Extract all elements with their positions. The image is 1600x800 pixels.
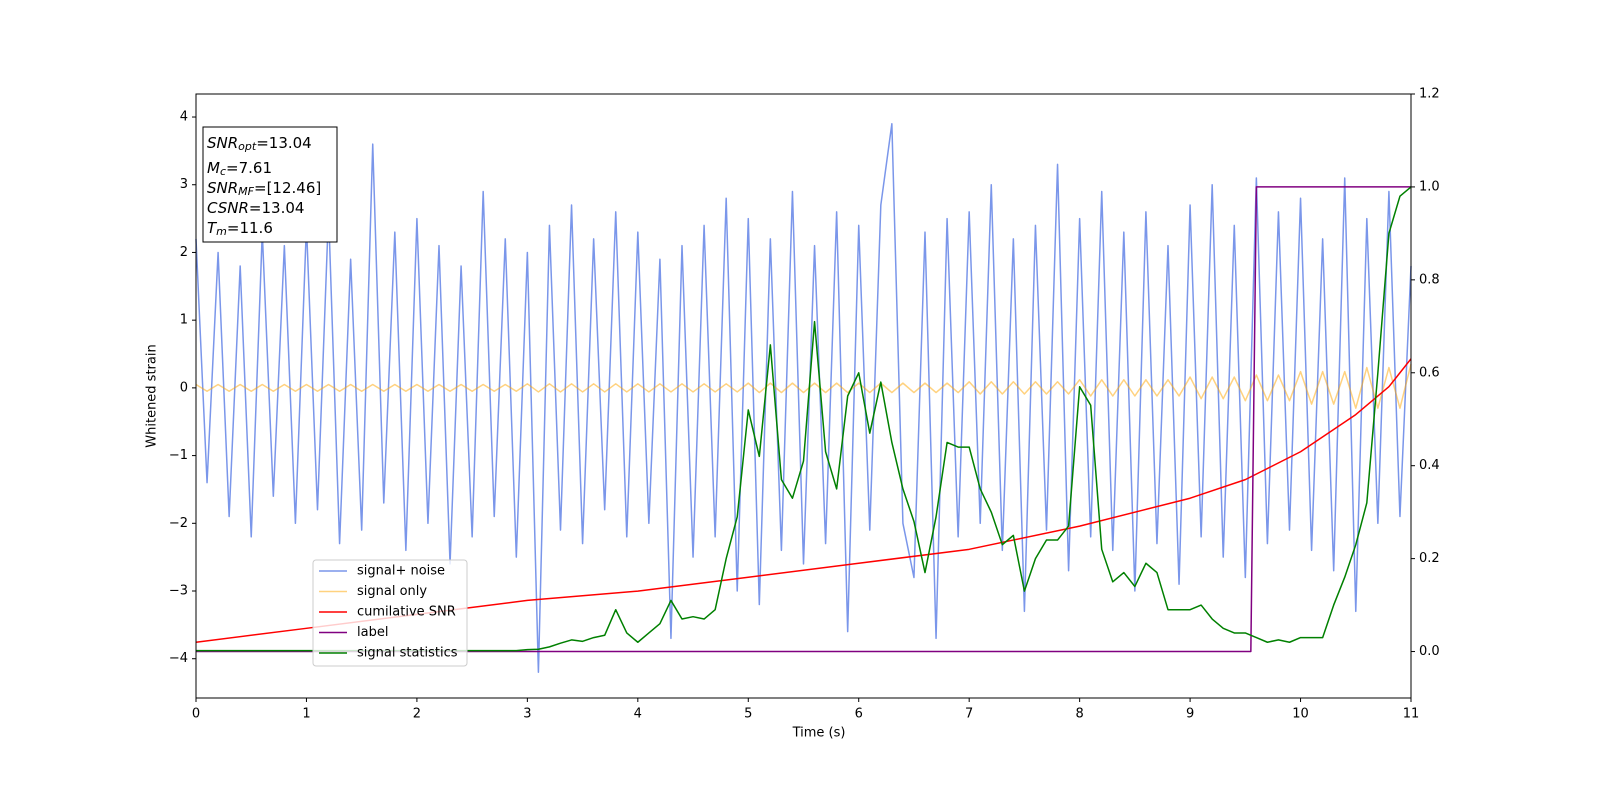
- x-tick-label: 1: [302, 707, 310, 722]
- info-line: CSNR=13.04: [207, 199, 304, 217]
- y-tick-label: 0: [180, 380, 188, 395]
- info-variable: CSNR: [207, 199, 249, 217]
- info-line: SNRMF=[12.46]: [207, 179, 321, 199]
- y2-tick-label: 0.2: [1419, 551, 1440, 566]
- x-tick-label: 8: [1075, 707, 1083, 722]
- info-line: Tm=11.6: [207, 219, 273, 239]
- legend-label: signal statistics: [357, 646, 458, 661]
- y-tick-label: 4: [180, 110, 188, 125]
- x-tick-label: 3: [523, 707, 531, 722]
- x-tick-label: 7: [965, 707, 973, 722]
- info-value: =7.61: [226, 159, 272, 177]
- plot-frame: [195, 93, 1412, 699]
- y2-tick-label: 0.4: [1419, 458, 1440, 473]
- legend-label: label: [357, 625, 388, 640]
- y-tick-label: 2: [180, 245, 188, 260]
- series-line: [195, 123, 1412, 674]
- y2-tick-label: 1.2: [1419, 87, 1440, 102]
- info-value: =[12.46]: [254, 179, 321, 197]
- info-subscript: MF: [238, 185, 254, 198]
- info-subscript: c: [220, 165, 226, 178]
- y2-tick-label: 0.6: [1419, 365, 1440, 380]
- y2-tick-label: 0.8: [1419, 272, 1440, 287]
- info-subscript: m: [216, 225, 227, 238]
- y-tick-label: −1: [169, 448, 188, 463]
- series-line: [196, 186, 1411, 653]
- legend-label: signal+ noise: [357, 564, 445, 579]
- y-tick-label: −4: [169, 651, 188, 666]
- x-tick-label: 5: [744, 707, 752, 722]
- info-box: [202, 126, 338, 243]
- x-tick-label: 10: [1292, 707, 1309, 722]
- series-line: [195, 363, 1412, 409]
- info-line: SNRopt=13.04: [207, 134, 312, 154]
- info-variable: SNR: [207, 134, 238, 152]
- y-tick-label: −2: [169, 516, 188, 531]
- x-axis-label: Time (s): [792, 726, 846, 741]
- info-variable: M: [207, 159, 220, 177]
- y2-tick-label: 0.0: [1419, 644, 1440, 659]
- x-tick-label: 9: [1186, 707, 1194, 722]
- x-tick-label: 4: [634, 707, 642, 722]
- legend-label: signal only: [357, 584, 427, 599]
- x-tick-label: 11: [1403, 707, 1420, 722]
- y-tick-label: 3: [180, 177, 188, 192]
- y-tick-label: 1: [180, 313, 188, 328]
- info-variable: SNR: [207, 179, 238, 197]
- info-variable: T: [207, 219, 218, 237]
- info-value: =13.04: [256, 134, 312, 152]
- info-line: Mc=7.61: [207, 159, 272, 179]
- x-tick-label: 2: [413, 707, 421, 722]
- info-subscript: opt: [238, 140, 257, 153]
- legend-label: cumilative SNR: [357, 605, 456, 620]
- y-axis-label: Whitened strain: [145, 344, 160, 447]
- y-tick-label: −3: [169, 584, 188, 599]
- legend: signal+ noise signal only cumilative SNR la…: [312, 559, 468, 667]
- info-value: =13.04: [249, 199, 305, 217]
- y2-tick-label: 1.0: [1419, 179, 1440, 194]
- legend-box: [312, 559, 468, 667]
- info-value: =11.6: [227, 219, 273, 237]
- x-tick-label: 6: [855, 707, 863, 722]
- x-tick-label: 0: [192, 707, 200, 722]
